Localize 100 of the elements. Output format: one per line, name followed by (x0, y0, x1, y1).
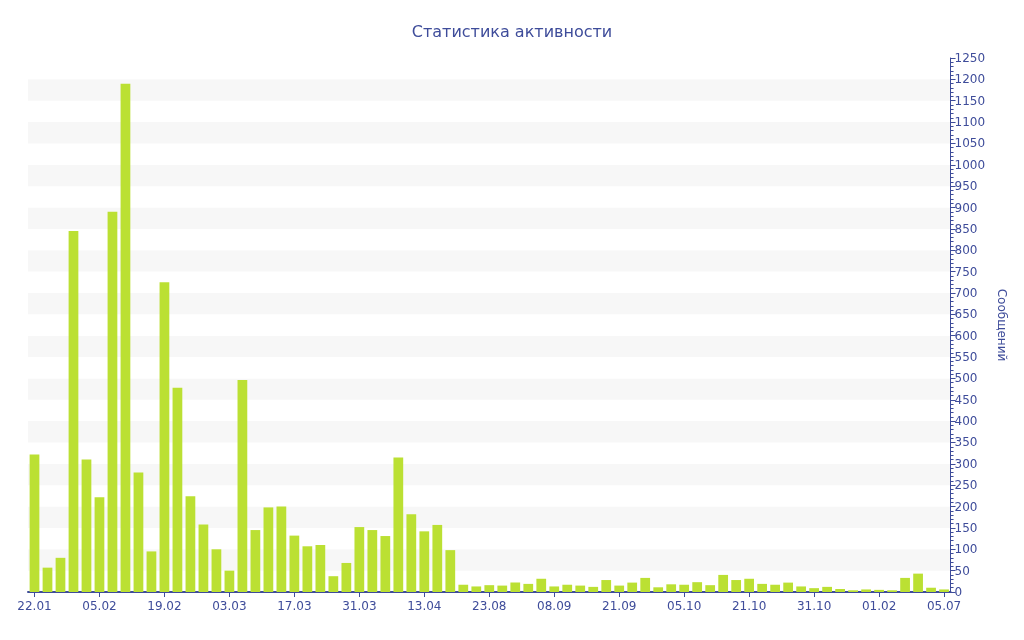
y-tick-label: 50 (954, 563, 970, 578)
bar (666, 584, 677, 592)
x-tick-label: 31.03 (342, 599, 377, 613)
y-tick-label: 900 (954, 200, 978, 215)
bar (276, 506, 287, 592)
bar (42, 567, 53, 592)
bar (692, 582, 703, 592)
x-tick-label: 03.03 (212, 599, 247, 613)
x-tick-label: 01.02 (861, 599, 897, 613)
bar (380, 536, 391, 592)
bar (835, 589, 845, 592)
bar (354, 527, 365, 592)
bar (107, 211, 118, 592)
bar (445, 550, 456, 592)
y-tick-label: 950 (954, 179, 978, 194)
bar (328, 576, 339, 592)
y-tick-label: 400 (954, 414, 978, 429)
bar (471, 586, 482, 592)
y-tick-label: 550 (954, 350, 978, 365)
bar (159, 282, 170, 592)
bar (172, 387, 183, 592)
x-tick-label: 19.02 (147, 599, 182, 613)
bar (679, 584, 690, 592)
bar (718, 574, 729, 592)
bar (874, 589, 884, 592)
bar (822, 586, 832, 592)
bar (484, 585, 495, 592)
bar (185, 496, 196, 592)
bar (393, 457, 404, 592)
bar (146, 551, 157, 592)
bar (549, 586, 560, 592)
bar (939, 589, 949, 592)
x-tick-label: 31.10 (796, 599, 832, 613)
y-tick-label: 100 (954, 542, 978, 557)
bar (523, 583, 534, 592)
x-tick-label: 21.10 (731, 599, 767, 613)
y-tick-label: 750 (954, 264, 978, 279)
bar (237, 380, 248, 592)
bar (419, 531, 430, 592)
y-tick-label: 800 (954, 243, 978, 258)
bar (926, 587, 936, 592)
bar (614, 585, 625, 592)
bar (588, 586, 599, 592)
bar (263, 507, 274, 592)
y-axis-title: Сообщений (995, 288, 1009, 362)
bar (796, 586, 806, 592)
bar (497, 585, 508, 592)
bar (250, 530, 261, 592)
y-tick-label: 1250 (954, 51, 986, 65)
bar (302, 546, 313, 592)
bar (341, 562, 352, 592)
bar (770, 584, 781, 592)
bar (315, 545, 326, 592)
x-tick-label: 17.03 (277, 599, 312, 613)
bar (133, 472, 144, 592)
y-tick-label: 450 (954, 392, 978, 407)
bar (211, 549, 222, 592)
bar (55, 557, 66, 592)
bar (601, 580, 612, 592)
bar (406, 514, 417, 592)
bar (757, 583, 768, 592)
x-tick-label: 21.09 (602, 599, 637, 613)
y-tick-label: 250 (954, 478, 978, 493)
bar (575, 585, 586, 592)
bar (29, 454, 40, 592)
y-tick-label: 300 (954, 456, 978, 471)
bar (731, 580, 742, 592)
bar (744, 578, 755, 592)
y-tick-label: 600 (954, 328, 978, 343)
bar (94, 497, 105, 592)
y-tick-label: 700 (954, 285, 978, 300)
y-tick-label: 1100 (954, 115, 986, 130)
y-tick-label: 0 (954, 585, 963, 599)
x-tick-label: 22.01 (17, 599, 52, 613)
bar (900, 577, 910, 592)
bar (536, 578, 547, 592)
y-tick-label: 200 (954, 499, 978, 514)
x-tick-label: 05.10 (667, 599, 702, 613)
x-tick-label: 23.08 (472, 599, 507, 613)
y-tick-label: 500 (954, 371, 978, 386)
x-tick-label: 05.02 (82, 599, 117, 613)
y-tick-label: 1150 (954, 93, 986, 108)
bar (705, 585, 716, 592)
bar (224, 570, 235, 592)
bar (289, 535, 300, 592)
bar (653, 587, 664, 592)
bar (861, 589, 871, 592)
chart-title: Статистика активности (411, 21, 613, 41)
y-tick-label: 650 (954, 307, 978, 322)
x-tick-label: 08.09 (537, 599, 572, 613)
x-tick-label: 13.04 (407, 599, 442, 613)
bar (458, 584, 469, 592)
bar (913, 573, 923, 592)
bar (120, 83, 131, 592)
bar (367, 530, 378, 592)
y-tick-label: 850 (954, 221, 978, 236)
y-tick-label: 1200 (954, 72, 986, 87)
bar (81, 459, 92, 592)
bar (627, 582, 638, 592)
bar (432, 524, 443, 592)
